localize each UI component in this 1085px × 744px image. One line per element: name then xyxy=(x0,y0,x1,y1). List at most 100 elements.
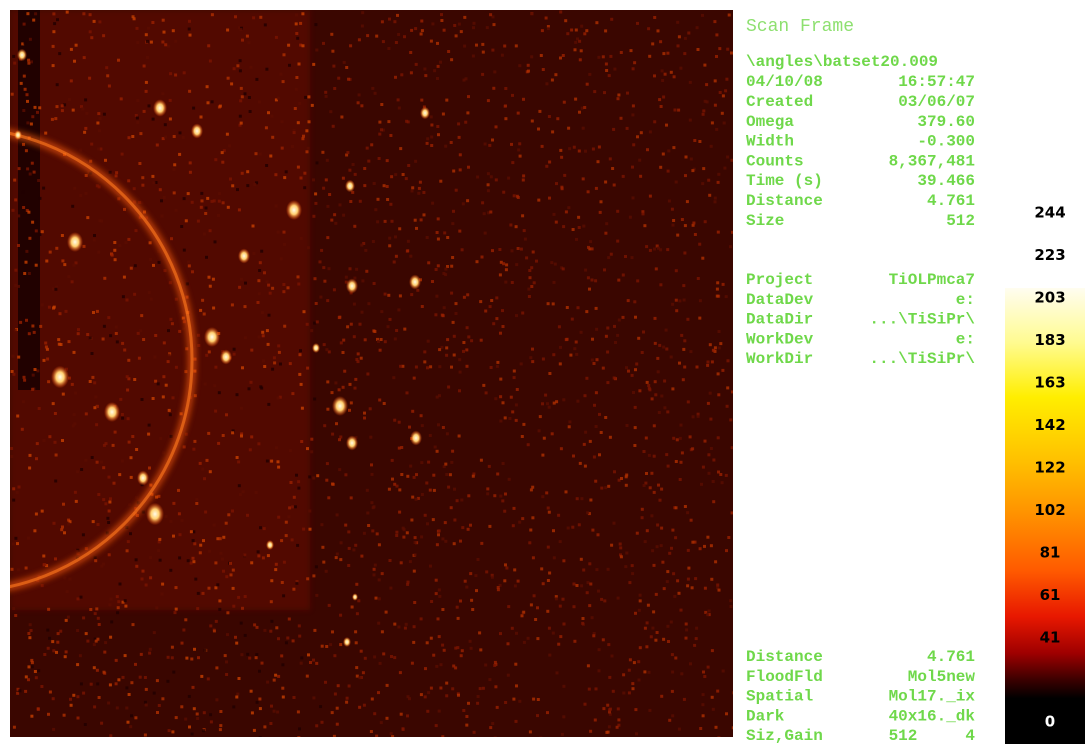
noise-pixel xyxy=(306,146,310,150)
noise-pixel xyxy=(267,402,271,406)
noise-pixel xyxy=(100,460,103,464)
noise-pixel xyxy=(680,333,684,337)
noise-pixel xyxy=(187,27,191,31)
noise-pixel xyxy=(326,236,330,240)
noise-pixel xyxy=(444,462,448,466)
noise-pixel xyxy=(141,510,145,514)
spot xyxy=(409,274,421,290)
info-label: FloodFld xyxy=(746,668,823,686)
noise-pixel xyxy=(55,246,59,250)
noise-pixel xyxy=(597,145,601,149)
noise-pixel xyxy=(341,176,345,180)
noise-pixel xyxy=(495,364,499,368)
noise-pixel xyxy=(89,159,93,163)
noise-pixel xyxy=(346,325,350,329)
noise-pixel xyxy=(581,617,585,620)
noise-pixel xyxy=(576,399,580,403)
noise-pixel xyxy=(155,143,159,147)
noise-pixel xyxy=(575,352,579,356)
noise-pixel xyxy=(65,10,69,14)
noise-pixel xyxy=(301,44,305,48)
noise-pixel xyxy=(229,561,232,565)
noise-pixel xyxy=(727,13,731,17)
noise-pixel xyxy=(467,335,471,339)
noise-pixel xyxy=(526,63,530,67)
noise-pixel xyxy=(277,515,281,519)
noise-pixel xyxy=(652,563,656,567)
noise-pixel xyxy=(270,459,274,463)
noise-pixel xyxy=(127,693,131,696)
noise-pixel xyxy=(713,346,717,350)
noise-pixel xyxy=(638,593,642,597)
noise-pixel xyxy=(13,61,17,65)
noise-pixel xyxy=(490,575,494,579)
noise-pixel xyxy=(251,224,255,228)
noise-pixel xyxy=(274,673,278,677)
noise-pixel xyxy=(107,475,111,479)
noise-pixel xyxy=(647,670,651,674)
noise-pixel xyxy=(530,55,534,59)
noise-pixel xyxy=(450,58,454,62)
noise-pixel xyxy=(282,53,286,57)
noise-pixel xyxy=(656,523,660,527)
noise-pixel xyxy=(488,305,492,309)
noise-pixel xyxy=(226,28,230,32)
noise-pixel xyxy=(385,716,389,720)
noise-pixel xyxy=(52,727,56,731)
noise-pixel xyxy=(688,435,692,439)
noise-pixel xyxy=(243,336,247,340)
noise-pixel xyxy=(554,597,558,601)
noise-pixel xyxy=(688,80,692,84)
noise-pixel xyxy=(88,76,92,80)
noise-pixel xyxy=(605,222,609,226)
noise-pixel xyxy=(466,199,470,203)
noise-pixel xyxy=(239,121,243,125)
noise-pixel xyxy=(307,120,311,124)
noise-pixel xyxy=(451,320,455,324)
noise-pixel xyxy=(372,329,376,333)
powder-ring-core xyxy=(10,131,194,589)
noise-pixel xyxy=(380,128,383,132)
noise-pixel xyxy=(598,453,601,457)
noise-pixel xyxy=(713,196,717,200)
noise-pixel xyxy=(88,380,92,383)
noise-pixel xyxy=(413,541,417,544)
noise-pixel xyxy=(257,279,261,283)
noise-pixel xyxy=(390,219,394,223)
noise-pixel xyxy=(170,656,174,660)
noise-pixel xyxy=(313,321,317,325)
noise-pixel xyxy=(335,552,339,556)
noise-pixel xyxy=(608,157,612,161)
noise-pixel xyxy=(546,506,550,510)
noise-pixel xyxy=(10,567,14,571)
noise-pixel xyxy=(292,495,296,499)
noise-pixel xyxy=(403,327,407,331)
noise-pixel xyxy=(613,470,616,474)
noise-pixel xyxy=(333,87,337,90)
noise-pixel xyxy=(504,701,508,704)
noise-pixel xyxy=(703,99,707,103)
noise-pixel xyxy=(250,435,254,439)
noise-pixel xyxy=(22,74,26,78)
noise-pixel xyxy=(715,127,719,131)
noise-pixel xyxy=(84,174,88,177)
noise-pixel xyxy=(198,461,202,465)
noise-pixel xyxy=(169,568,173,572)
noise-pixel xyxy=(90,36,94,40)
noise-pixel xyxy=(670,207,674,211)
noise-pixel xyxy=(666,248,670,252)
noise-pixel xyxy=(726,47,730,51)
info-label: Width xyxy=(746,133,794,151)
noise-pixel xyxy=(415,473,418,477)
noise-pixel xyxy=(721,94,725,98)
noise-pixel xyxy=(491,15,495,19)
noise-pixel xyxy=(79,148,83,152)
noise-pixel xyxy=(131,15,135,19)
noise-pixel xyxy=(373,91,377,95)
noise-pixel xyxy=(141,176,145,180)
noise-pixel xyxy=(578,110,581,114)
noise-pixel xyxy=(27,665,31,669)
noise-pixel xyxy=(566,32,570,36)
noise-pixel xyxy=(198,551,202,555)
noise-pixel xyxy=(147,104,151,108)
